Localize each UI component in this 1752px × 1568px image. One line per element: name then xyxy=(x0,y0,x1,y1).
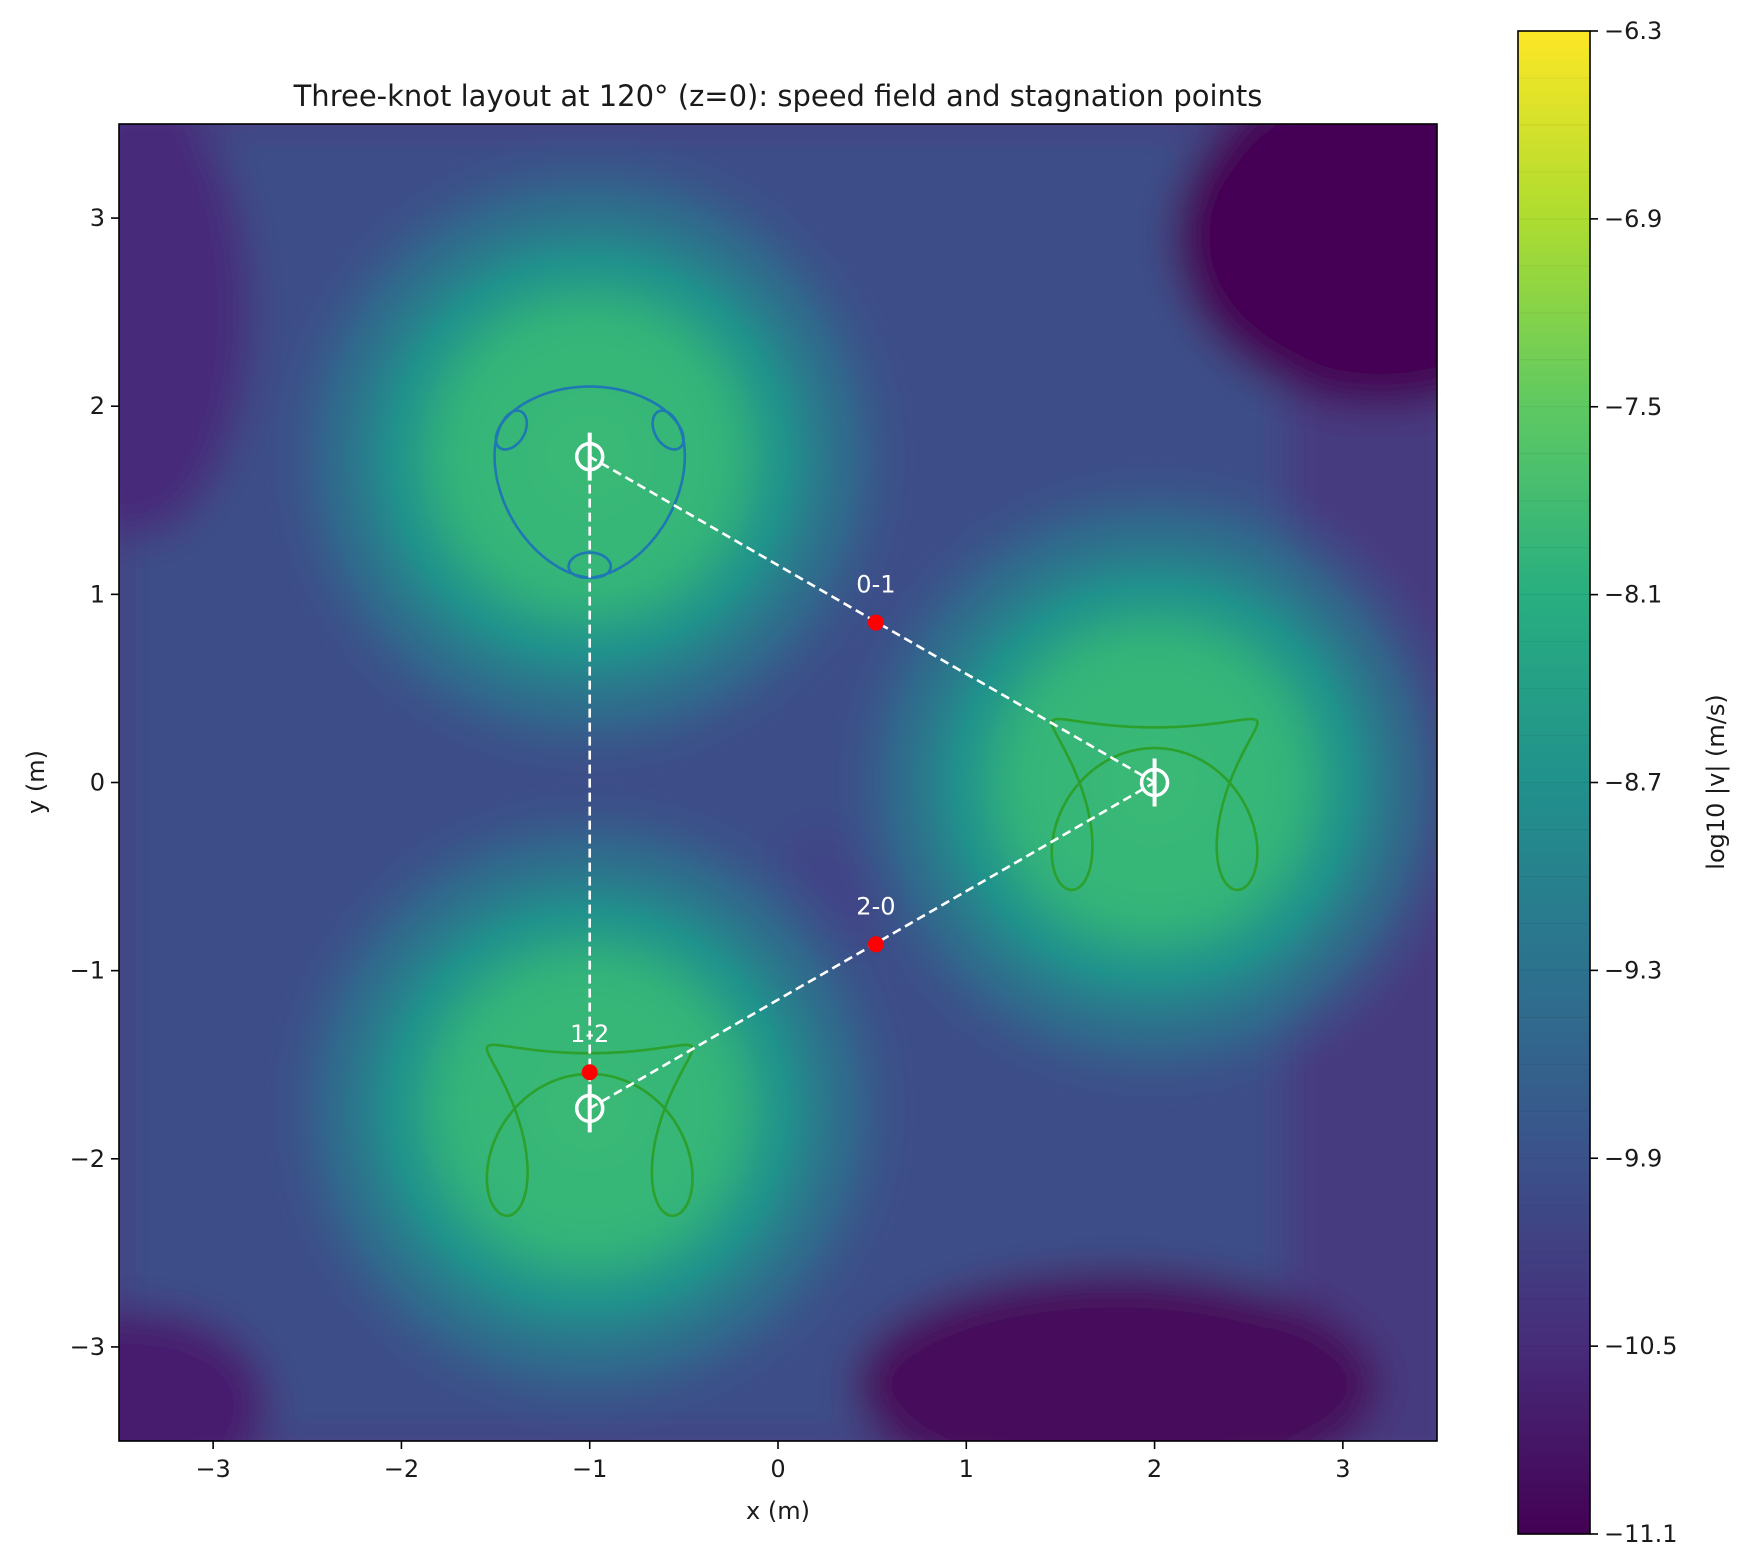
stagnation-label: 1-2 xyxy=(570,1020,609,1048)
stagnation-label: 0-1 xyxy=(856,571,895,599)
knot-center-marker xyxy=(574,432,605,481)
colorbar-tick-label: −9.3 xyxy=(1604,956,1662,984)
stagnation-label: 2-0 xyxy=(856,892,895,920)
y-tick-label: −1 xyxy=(70,957,105,985)
stagnation-point xyxy=(581,1064,598,1081)
chart-title: Three-knot layout at 120° (z=0): speed f… xyxy=(293,79,1263,113)
stagnation-points: 0-1 2-0 1-2 xyxy=(570,571,896,1081)
colorbar-tick-label: −10.5 xyxy=(1604,1332,1678,1360)
x-tick-label: 0 xyxy=(770,1455,785,1483)
knot-center-marker xyxy=(1139,758,1170,807)
field-low-region xyxy=(119,1309,270,1441)
knot-curve xyxy=(493,385,687,579)
colorbar: −11.1 −10.5 −9.9 −9.3 −8.7 −8.1 −7.5 −6.9 −6.3 l… xyxy=(1517,17,1730,1548)
colorbar-level-bands xyxy=(1518,77,1590,1488)
y-axis-label: y (m) xyxy=(22,750,50,814)
field-low-region xyxy=(119,124,251,539)
knot-center-marker xyxy=(574,1084,605,1133)
colorbar-tick-label: −6.9 xyxy=(1604,205,1662,233)
x-tick-label: 1 xyxy=(959,1455,974,1483)
x-tick-label: −3 xyxy=(195,1455,230,1483)
colorbar-tick-label: −7.5 xyxy=(1604,393,1662,421)
colorbar-tick-label: −8.7 xyxy=(1604,769,1662,797)
colorbar-gradient xyxy=(1518,31,1590,1534)
x-tick-label: 3 xyxy=(1335,1455,1350,1483)
colorbar-tick-label: −11.1 xyxy=(1604,1520,1678,1548)
y-tick-label: 1 xyxy=(90,580,105,608)
y-axis-ticks: −3 −2 −1 0 1 2 3 xyxy=(70,204,119,1361)
colorbar-tick-label: −9.9 xyxy=(1604,1144,1662,1172)
y-tick-label: 2 xyxy=(90,392,105,420)
x-axis-label: x (m) xyxy=(746,1497,810,1525)
colorbar-label: log10 |v| (m/s) xyxy=(1702,694,1730,869)
knot-center-markers xyxy=(574,432,1170,1133)
speed-field xyxy=(119,124,1437,1441)
knot-curve xyxy=(1050,717,1259,892)
plot-area: 0-1 2-0 1-2 xyxy=(119,124,1437,1441)
field-low-region xyxy=(1173,124,1437,407)
field-low-region xyxy=(853,1271,1381,1441)
colorbar-ticks: −11.1 −10.5 −9.9 −9.3 −8.7 −8.1 −7.5 −6.9 −6.3 xyxy=(1590,17,1678,1548)
y-tick-label: −3 xyxy=(70,1333,105,1361)
x-tick-label: −1 xyxy=(572,1455,607,1483)
x-tick-label: −2 xyxy=(384,1455,419,1483)
x-axis-ticks: −3 −2 −1 0 1 2 3 xyxy=(195,1441,1350,1483)
colorbar-tick-label: −6.3 xyxy=(1604,17,1662,45)
y-tick-label: −2 xyxy=(70,1145,105,1173)
stagnation-point xyxy=(867,936,884,953)
y-tick-label: 3 xyxy=(90,204,105,232)
colorbar-tick-label: −8.1 xyxy=(1604,581,1662,609)
stagnation-point xyxy=(867,614,884,631)
x-tick-label: 2 xyxy=(1147,1455,1162,1483)
y-tick-label: 0 xyxy=(90,769,105,797)
